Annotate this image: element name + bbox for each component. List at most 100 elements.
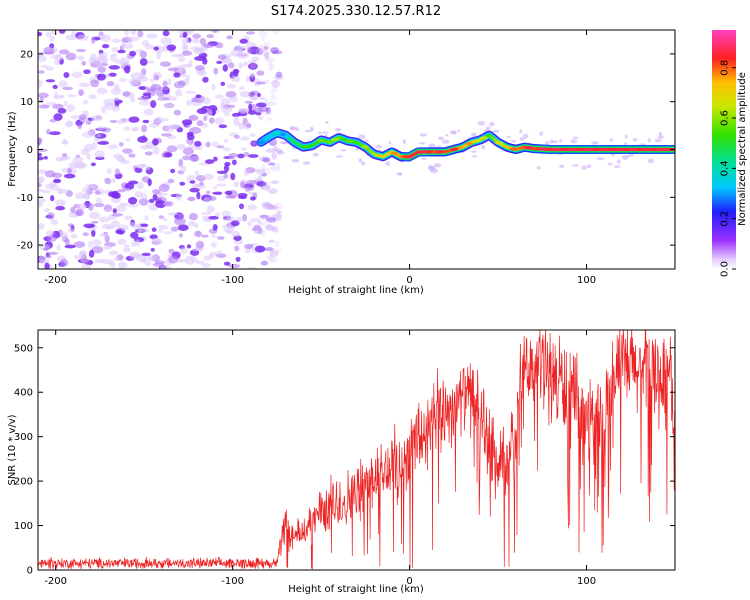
noise-speckle bbox=[265, 224, 274, 231]
noise-speckle bbox=[609, 138, 614, 142]
noise-speckle bbox=[275, 71, 283, 78]
noise-speckle bbox=[108, 65, 121, 70]
noise-speckle bbox=[39, 97, 44, 103]
noise-speckle bbox=[195, 170, 200, 177]
noise-speckle bbox=[175, 89, 183, 97]
noise-speckle bbox=[613, 165, 621, 169]
noise-speckle bbox=[445, 134, 449, 137]
noise-speckle bbox=[225, 195, 237, 199]
noise-speckle bbox=[83, 69, 91, 74]
noise-speckle bbox=[98, 216, 110, 223]
noise-speckle bbox=[449, 130, 457, 135]
ridge-peak bbox=[465, 142, 473, 146]
noise-speckle bbox=[261, 229, 266, 238]
noise-speckle bbox=[91, 36, 96, 44]
noise-speckle bbox=[260, 36, 267, 42]
noise-speckle bbox=[67, 223, 74, 227]
noise-speckle bbox=[223, 173, 229, 179]
ridge-peak bbox=[256, 140, 265, 144]
noise-speckle bbox=[125, 138, 131, 142]
noise-speckle bbox=[100, 63, 109, 67]
noise-speckle bbox=[187, 133, 195, 141]
noise-speckle bbox=[194, 65, 205, 71]
noise-speckle bbox=[186, 99, 192, 107]
ridge-peak bbox=[405, 155, 414, 159]
noise-speckle bbox=[222, 64, 228, 72]
noise-speckle bbox=[76, 203, 88, 210]
noise-speckle bbox=[90, 162, 96, 167]
noise-speckle bbox=[38, 137, 42, 146]
noise-speckle bbox=[551, 140, 559, 144]
noise-speckle bbox=[104, 234, 110, 243]
noise-speckle bbox=[79, 114, 87, 120]
noise-speckle bbox=[142, 92, 152, 97]
snr-x-label: Height of straight line (km) bbox=[288, 584, 424, 595]
noise-speckle bbox=[113, 192, 121, 199]
noise-speckle bbox=[220, 81, 226, 86]
noise-speckle bbox=[156, 89, 165, 98]
noise-speckle bbox=[106, 168, 113, 175]
noise-speckle bbox=[202, 97, 211, 105]
colorbar-tick-label: 0.8 bbox=[720, 60, 731, 76]
noise-speckle bbox=[268, 214, 279, 219]
noise-speckle bbox=[226, 83, 237, 89]
noise-speckle bbox=[112, 208, 118, 214]
noise-speckle bbox=[203, 115, 208, 122]
noise-speckle bbox=[321, 131, 329, 134]
noise-speckle bbox=[38, 152, 43, 157]
noise-speckle bbox=[88, 94, 97, 100]
noise-speckle bbox=[259, 184, 271, 191]
noise-speckle bbox=[156, 96, 164, 102]
noise-speckle bbox=[226, 35, 233, 40]
noise-speckle bbox=[147, 257, 156, 262]
noise-speckle bbox=[166, 44, 177, 51]
noise-speckle bbox=[419, 142, 426, 145]
x-tick-label: -200 bbox=[44, 576, 67, 587]
noise-speckle bbox=[225, 91, 237, 98]
noise-speckle bbox=[111, 178, 117, 183]
noise-speckle bbox=[228, 62, 235, 69]
noise-speckle bbox=[94, 258, 106, 264]
noise-speckle bbox=[158, 224, 169, 230]
noise-speckle bbox=[249, 133, 257, 137]
noise-speckle bbox=[246, 42, 257, 47]
noise-speckle bbox=[74, 162, 86, 169]
noise-speckle bbox=[234, 245, 240, 252]
noise-speckle bbox=[270, 94, 277, 101]
ridge-peak bbox=[524, 146, 533, 150]
noise-speckle bbox=[63, 173, 76, 179]
noise-speckle bbox=[38, 197, 46, 204]
noise-speckle bbox=[138, 198, 149, 206]
noise-speckle bbox=[167, 212, 178, 216]
noise-speckle bbox=[53, 178, 62, 184]
noise-speckle bbox=[78, 251, 86, 259]
noise-speckle bbox=[179, 247, 188, 255]
noise-speckle bbox=[271, 180, 279, 184]
noise-speckle bbox=[85, 183, 98, 189]
x-tick-label: 0 bbox=[406, 275, 412, 286]
noise-speckle bbox=[218, 124, 228, 129]
noise-speckle bbox=[223, 164, 230, 173]
noise-speckle bbox=[109, 119, 118, 124]
colorbar-tick-label: 0.6 bbox=[720, 110, 731, 126]
noise-speckle bbox=[140, 223, 149, 227]
noise-speckle bbox=[212, 30, 218, 33]
noise-speckle bbox=[130, 30, 136, 36]
noise-speckle bbox=[38, 255, 46, 262]
y-tick-label: 400 bbox=[14, 388, 33, 399]
noise-speckle bbox=[244, 169, 249, 176]
spectrogram-y-ticks: 20 10 0 -10 -20 bbox=[17, 49, 675, 252]
noise-speckle bbox=[97, 141, 110, 145]
noise-speckle bbox=[109, 250, 119, 256]
noise-speckle bbox=[216, 236, 225, 240]
noise-speckle bbox=[244, 100, 254, 104]
noise-speckle bbox=[101, 105, 107, 114]
noise-speckle bbox=[586, 164, 592, 169]
snr-y-label: SNR (10 * v/v) bbox=[7, 414, 18, 485]
noise-speckle bbox=[245, 123, 252, 128]
noise-speckle bbox=[267, 188, 278, 194]
noise-speckle bbox=[65, 52, 77, 61]
noise-speckle bbox=[302, 161, 311, 165]
noise-speckle bbox=[607, 162, 613, 166]
noise-speckle bbox=[239, 203, 244, 210]
